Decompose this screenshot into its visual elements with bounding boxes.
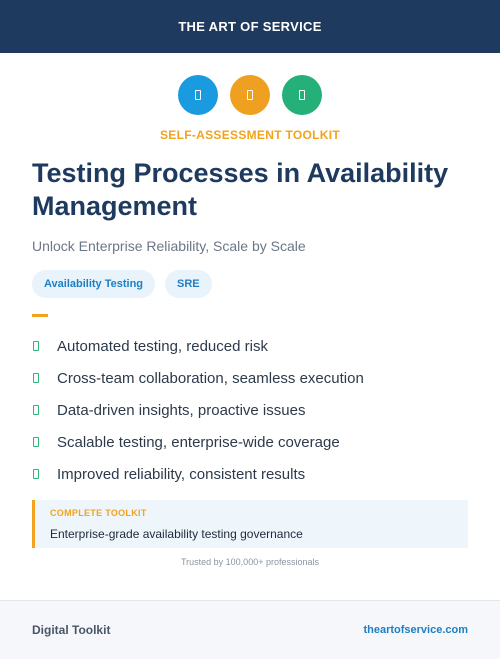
accent-divider bbox=[32, 314, 48, 317]
page-subtitle: Unlock Enterprise Reliability, Scale by … bbox=[32, 238, 306, 254]
list-item: Automated testing, reduced risk bbox=[32, 330, 364, 362]
brand-title: THE ART OF SERVICE bbox=[178, 19, 322, 34]
footer-link[interactable]: theartofservice.com bbox=[363, 624, 468, 636]
list-item: Data-driven insights, proactive issues bbox=[32, 394, 364, 426]
footer-bar: Digital Toolkit theartofservice.com bbox=[0, 600, 500, 659]
eyebrow-label: SELF-ASSESSMENT TOOLKIT bbox=[159, 128, 341, 142]
feature-text: Scalable testing, enterprise-wide covera… bbox=[57, 433, 340, 451]
checklist-icon bbox=[282, 75, 322, 115]
toolkit-callout: COMPLETE TOOLKIT Enterprise-grade availa… bbox=[32, 500, 468, 548]
feature-text: Data-driven insights, proactive issues bbox=[57, 401, 306, 419]
check-icon bbox=[33, 437, 39, 447]
callout-label: COMPLETE TOOLKIT bbox=[50, 508, 147, 518]
feature-list: Automated testing, reduced risk Cross-te… bbox=[32, 330, 364, 490]
list-item: Scalable testing, enterprise-wide covera… bbox=[32, 426, 364, 458]
icon-row bbox=[0, 75, 500, 115]
check-icon bbox=[33, 405, 39, 415]
footer-label: Digital Toolkit bbox=[32, 623, 111, 637]
list-item: Cross-team collaboration, seamless execu… bbox=[32, 362, 364, 394]
header-bar: THE ART OF SERVICE bbox=[0, 0, 500, 53]
tag-availability-testing[interactable]: Availability Testing bbox=[32, 270, 156, 298]
document-icon bbox=[230, 75, 270, 115]
book-icon bbox=[178, 75, 218, 115]
tag-sre[interactable]: SRE bbox=[165, 270, 212, 298]
check-icon bbox=[33, 373, 39, 383]
list-item: Improved reliability, consistent results bbox=[32, 458, 364, 490]
check-icon bbox=[33, 341, 39, 351]
page-title: Testing Processes in Availability Manage… bbox=[32, 158, 449, 221]
feature-text: Improved reliability, consistent results bbox=[57, 465, 306, 483]
trusted-note: Trusted by 100,000+ professionals bbox=[180, 557, 319, 567]
feature-text: Automated testing, reduced risk bbox=[57, 337, 268, 355]
check-icon bbox=[33, 469, 39, 479]
feature-text: Cross-team collaboration, seamless execu… bbox=[57, 369, 364, 387]
callout-text: Enterprise-grade availability testing go… bbox=[50, 527, 303, 541]
tag-list: Availability Testing SRE bbox=[32, 270, 212, 298]
